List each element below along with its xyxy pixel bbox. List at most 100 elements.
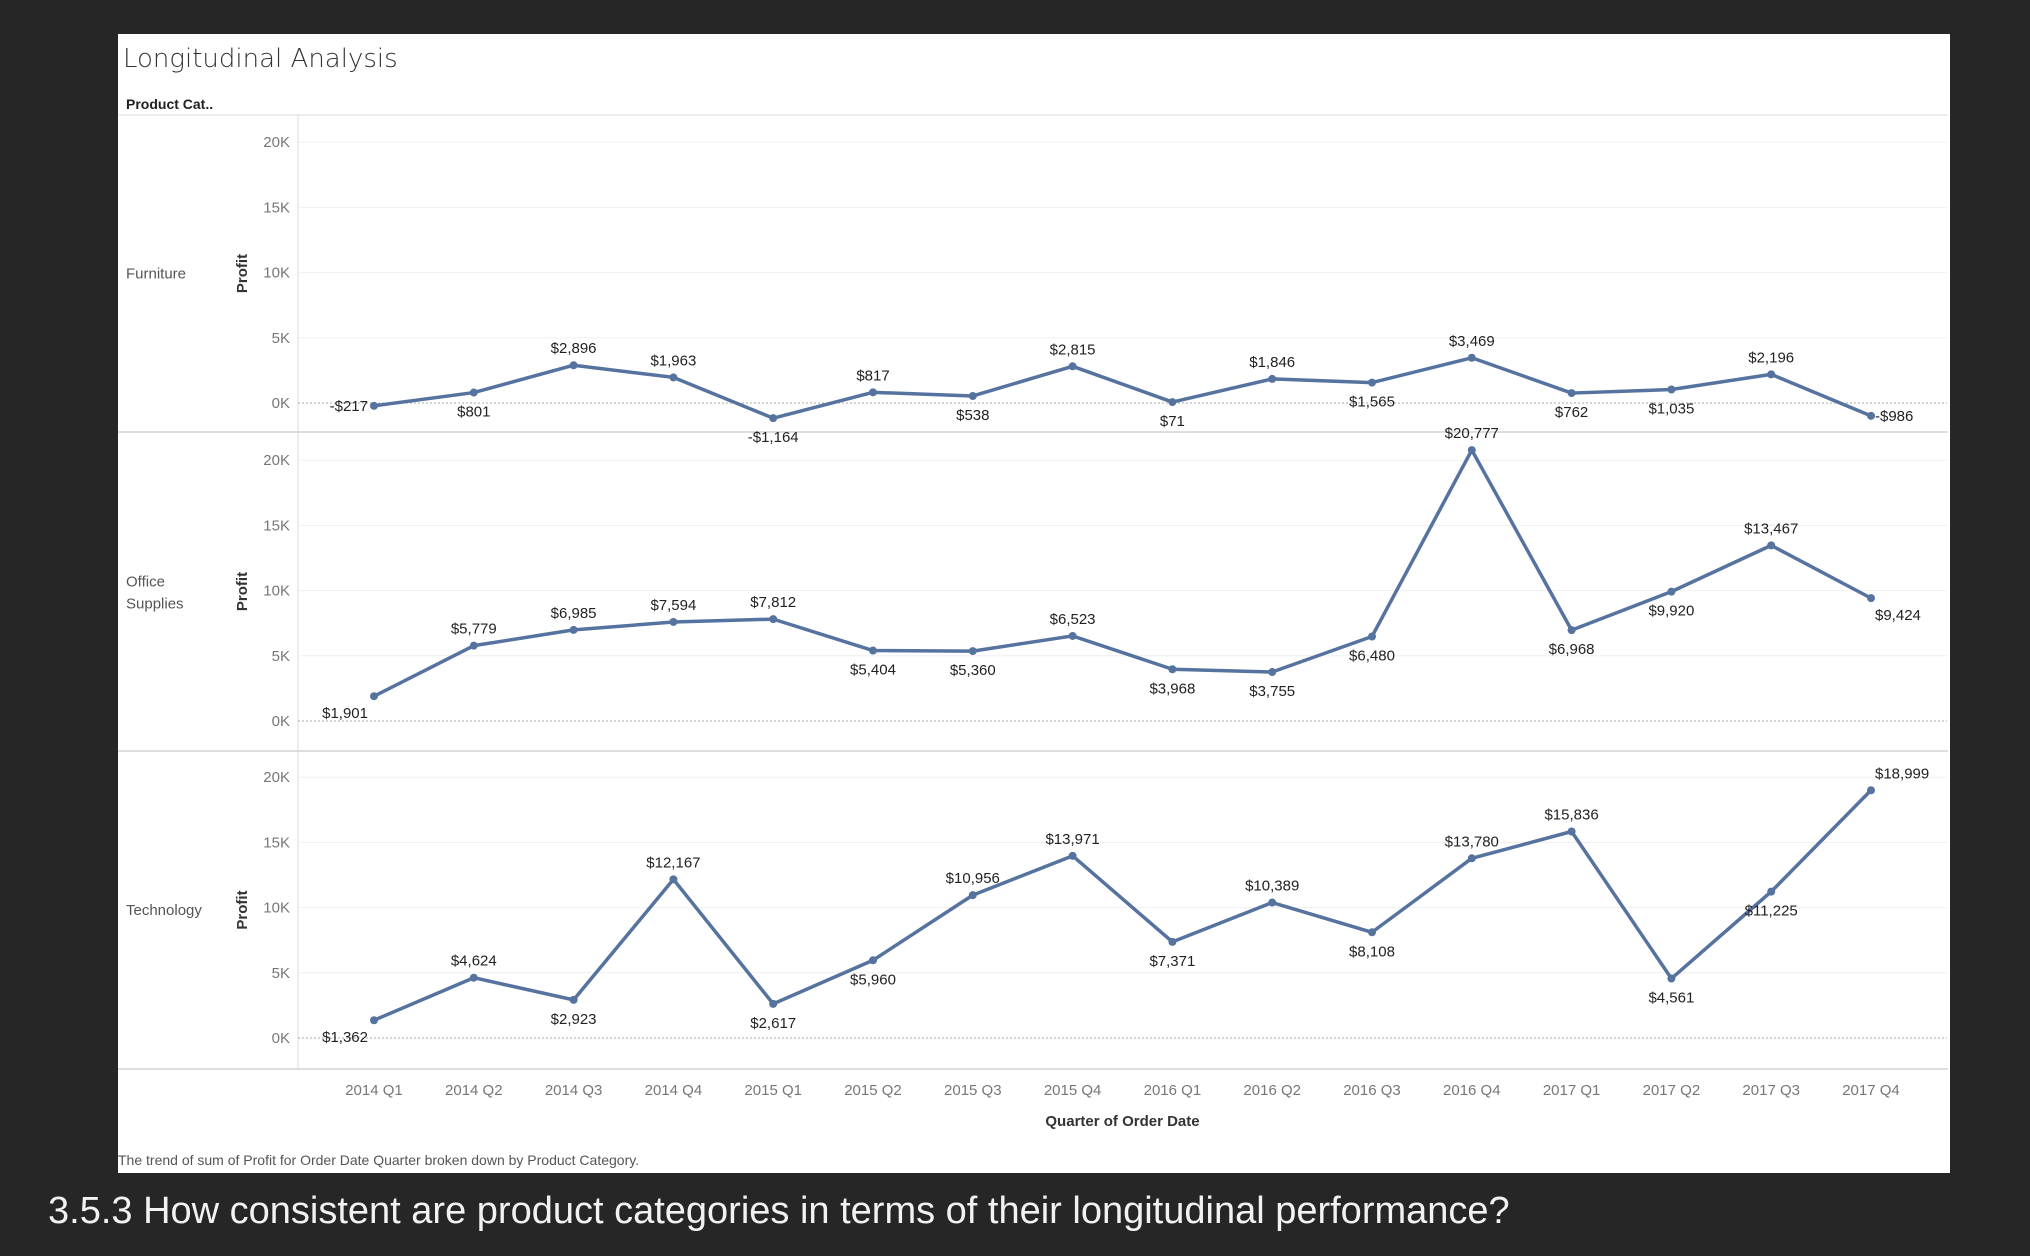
data-point <box>869 646 877 655</box>
data-label: $7,594 <box>650 597 696 614</box>
data-label: $2,815 <box>1050 341 1096 358</box>
y-tick-label: 0K <box>272 1030 290 1047</box>
data-point <box>669 373 678 382</box>
data-point <box>769 999 778 1008</box>
data-label: $20,777 <box>1445 425 1499 442</box>
data-point <box>869 956 877 965</box>
data-label: $6,523 <box>1050 611 1096 628</box>
data-label: $5,960 <box>850 971 896 988</box>
y-axis-title: Profit <box>234 572 251 611</box>
data-point <box>1567 827 1576 836</box>
data-label: $10,956 <box>946 870 1000 887</box>
data-point <box>769 414 778 423</box>
data-point <box>1467 854 1476 863</box>
data-label: $3,469 <box>1449 333 1495 350</box>
x-tick-label: 2017 Q4 <box>1842 1082 1900 1099</box>
data-label: $6,480 <box>1349 648 1395 665</box>
category-label-furniture: Furniture <box>126 266 186 283</box>
x-tick-label: 2016 Q2 <box>1243 1082 1301 1099</box>
data-point <box>1767 541 1776 550</box>
category-label-technology: Technology <box>126 902 202 919</box>
data-label: $538 <box>956 407 989 424</box>
data-label: $1,963 <box>650 352 696 369</box>
data-label: $6,985 <box>551 605 597 622</box>
x-tick-label: 2016 Q1 <box>1144 1082 1202 1099</box>
row-header-product-category[interactable]: Product Cat.. <box>126 96 214 112</box>
data-label: $762 <box>1555 404 1588 421</box>
data-label: $18,999 <box>1875 765 1929 782</box>
data-point <box>1068 851 1077 860</box>
x-tick-label: 2017 Q3 <box>1742 1082 1800 1099</box>
y-tick-label: 5K <box>272 330 290 347</box>
x-axis-title: Quarter of Order Date <box>1045 1113 1199 1130</box>
y-axis-title: Profit <box>234 254 251 293</box>
data-label: $15,836 <box>1544 806 1598 823</box>
question-heading: 3.5.3 How consistent are product categor… <box>48 1190 1510 1232</box>
y-tick-label: 20K <box>263 134 290 151</box>
data-label: -$986 <box>1875 408 1913 425</box>
data-label: $2,196 <box>1748 349 1794 366</box>
x-tick-label: 2014 Q1 <box>345 1082 403 1099</box>
data-point <box>669 617 678 626</box>
data-point <box>1867 786 1875 795</box>
data-point <box>1467 446 1476 455</box>
x-tick-label: 2014 Q2 <box>445 1082 503 1099</box>
data-label: $801 <box>457 404 490 421</box>
x-tick-label: 2015 Q2 <box>844 1082 902 1099</box>
data-point <box>1168 398 1177 407</box>
data-point <box>1068 631 1077 640</box>
x-tick-label: 2016 Q3 <box>1343 1082 1401 1099</box>
data-point <box>469 973 478 982</box>
y-tick-label: 0K <box>272 395 290 412</box>
data-label: $13,971 <box>1045 831 1099 848</box>
y-tick-label: 10K <box>263 583 290 600</box>
data-label: $2,617 <box>750 1015 796 1032</box>
category-label-office-supplies: Office Supplies <box>126 574 184 613</box>
series-line-furniture <box>373 356 1872 420</box>
data-point <box>1567 389 1576 398</box>
data-point <box>469 641 478 650</box>
data-point <box>569 625 578 634</box>
data-label: $1,362 <box>322 1029 368 1046</box>
y-tick-label: 10K <box>263 265 290 282</box>
y-axis-title: Profit <box>234 890 251 929</box>
data-point <box>1068 362 1077 371</box>
y-tick-label: 10K <box>263 900 290 917</box>
y-tick-label: 20K <box>263 769 290 786</box>
data-point <box>1168 937 1177 946</box>
x-tick-label: 2014 Q3 <box>545 1082 603 1099</box>
data-point <box>1467 353 1476 362</box>
data-label: $4,561 <box>1648 990 1694 1007</box>
data-point <box>869 388 877 397</box>
data-point <box>968 891 977 900</box>
data-point <box>1368 928 1376 937</box>
x-tick-label: 2015 Q1 <box>744 1082 802 1099</box>
data-label: $817 <box>856 367 889 384</box>
data-point <box>1767 370 1776 379</box>
y-tick-label: 0K <box>272 713 290 730</box>
data-point <box>1368 632 1376 641</box>
data-label: $7,371 <box>1149 953 1195 970</box>
data-label: $11,225 <box>1745 903 1798 920</box>
data-point <box>968 647 977 656</box>
data-point <box>370 1016 378 1025</box>
data-label: $5,360 <box>950 662 996 679</box>
x-tick-label: 2015 Q4 <box>1044 1082 1102 1099</box>
data-point <box>1268 898 1277 907</box>
data-label: $13,780 <box>1445 833 1499 850</box>
data-point <box>370 401 378 410</box>
series-line-office-supplies <box>373 448 1872 698</box>
data-point <box>370 692 378 701</box>
y-tick-label: 5K <box>272 965 290 982</box>
series-line-technology <box>373 789 1873 1022</box>
data-label: $2,896 <box>551 340 597 357</box>
data-point <box>1767 887 1776 896</box>
data-point <box>669 875 678 884</box>
data-label: $3,755 <box>1249 683 1295 700</box>
x-tick-label: 2015 Q3 <box>944 1082 1002 1099</box>
data-point <box>1368 378 1376 387</box>
data-point <box>1567 626 1576 635</box>
x-tick-label: 2014 Q4 <box>645 1082 703 1099</box>
data-label: $5,404 <box>850 662 896 679</box>
